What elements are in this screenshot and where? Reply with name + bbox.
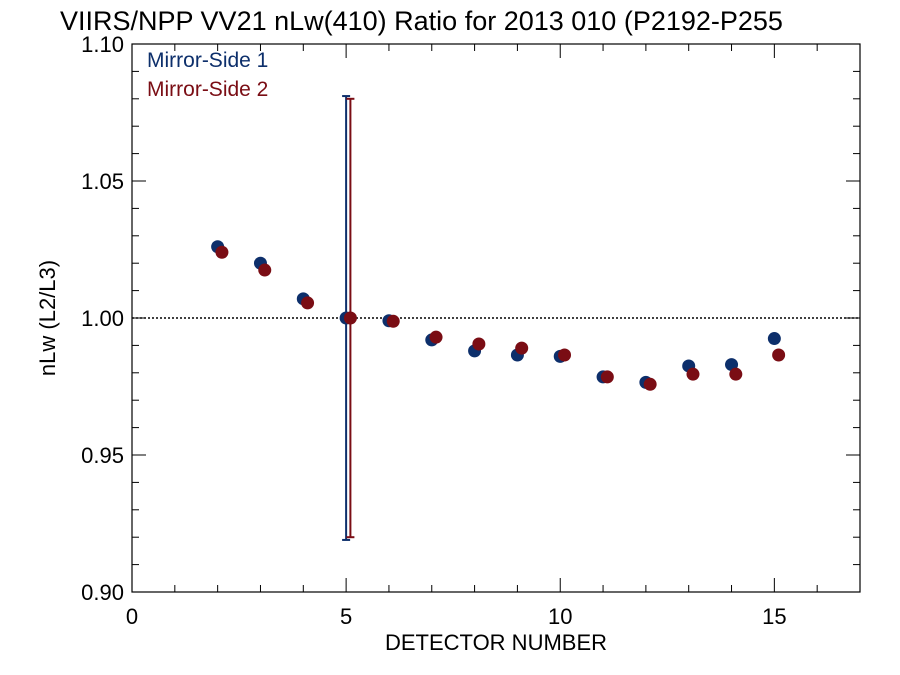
data-point-series-2 xyxy=(686,367,700,381)
y-tick-label: 1.10 xyxy=(81,32,124,57)
data-point-series-2 xyxy=(258,263,272,277)
data-point-series-2 xyxy=(729,367,743,381)
x-tick-label: 0 xyxy=(126,604,138,629)
y-tick-label: 1.00 xyxy=(81,306,124,331)
y-tick-labels: 0.90 0.95 1.00 1.05 1.10 xyxy=(81,32,124,605)
data-point-series-2 xyxy=(772,348,786,362)
legend-mirror-side-2: Mirror-Side 2 xyxy=(147,78,268,101)
legend-mirror-side-1: Mirror-Side 1 xyxy=(147,49,268,72)
data-point-series-2 xyxy=(600,370,614,384)
data-points xyxy=(211,240,786,391)
x-axis-label: DETECTOR NUMBER xyxy=(385,630,607,655)
data-point-series-2 xyxy=(643,377,657,391)
y-tick-label: 1.05 xyxy=(81,169,124,194)
x-tick-label: 5 xyxy=(340,604,352,629)
y-tick-label: 0.90 xyxy=(81,580,124,605)
data-point-series-2 xyxy=(215,245,229,259)
data-point-series-2 xyxy=(429,330,443,344)
y-tick-label: 0.95 xyxy=(81,443,124,468)
data-point-series-2 xyxy=(515,341,529,355)
y-axis-label: nLw (L2/L3) xyxy=(35,260,60,376)
data-point-series-2 xyxy=(301,296,315,310)
x-tick-label: 15 xyxy=(762,604,786,629)
data-point-series-2 xyxy=(558,348,572,362)
x-tick-label: 10 xyxy=(548,604,572,629)
axis-ticks xyxy=(131,43,861,593)
data-point-series-1 xyxy=(767,332,781,346)
chart-title: VIIRS/NPP VV21 nLw(410) Ratio for 2013 0… xyxy=(60,6,783,36)
data-point-series-2 xyxy=(472,337,486,351)
data-point-series-2 xyxy=(343,311,357,325)
data-point-series-2 xyxy=(386,314,400,328)
x-tick-labels: 0 5 10 15 xyxy=(126,604,787,629)
